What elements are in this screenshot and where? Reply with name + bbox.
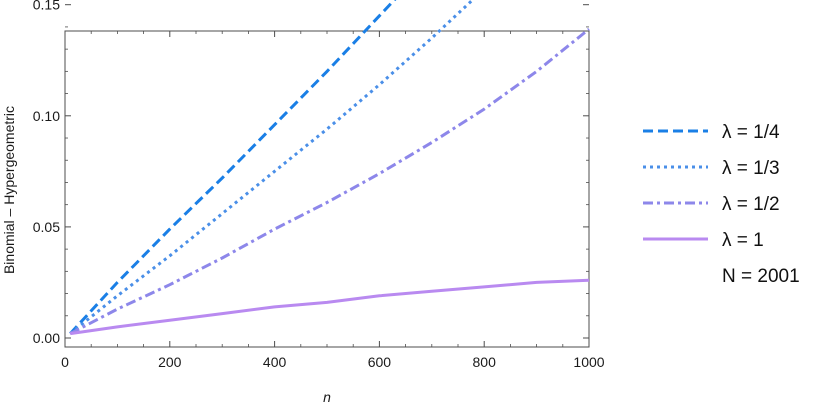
series-line-0: [69, 0, 397, 335]
x-tick-label: 400: [263, 354, 287, 370]
x-axis-label: n: [323, 389, 331, 405]
legend-label: λ = 1/2: [722, 194, 780, 215]
x-tick-label: 600: [368, 354, 392, 370]
legend-label: λ = 1/3: [722, 158, 780, 179]
y-tick-label: 0.15: [33, 0, 60, 13]
plot-frame: [64, 30, 590, 348]
series-lines: [69, 0, 590, 336]
x-tick-label: 1000: [573, 354, 604, 370]
x-axis-ticks: 0 200 400 600 800 1000: [61, 31, 605, 370]
y-axis-ticks: 0.000.050.100.150.200.25: [33, 0, 589, 346]
x-tick-label: 0: [61, 354, 69, 370]
legend-label: λ = 1/4: [722, 122, 780, 143]
y-tick-label: 0.00: [33, 330, 60, 346]
legend: λ = 1/4 λ = 1/3 λ = 1/2 λ = 1: [643, 122, 780, 251]
legend-annotation: N = 2001: [722, 266, 800, 287]
legend-label: λ = 1: [722, 230, 764, 251]
y-axis-label: Binomial – Hypergeometric: [1, 106, 17, 274]
x-tick-label: 200: [158, 354, 182, 370]
y-tick-label: 0.10: [33, 108, 60, 124]
series-line-3: [69, 278, 590, 336]
x-tick-label: 800: [473, 354, 497, 370]
y-tick-label: 0.05: [33, 219, 60, 235]
series-line-2: [69, 27, 590, 335]
